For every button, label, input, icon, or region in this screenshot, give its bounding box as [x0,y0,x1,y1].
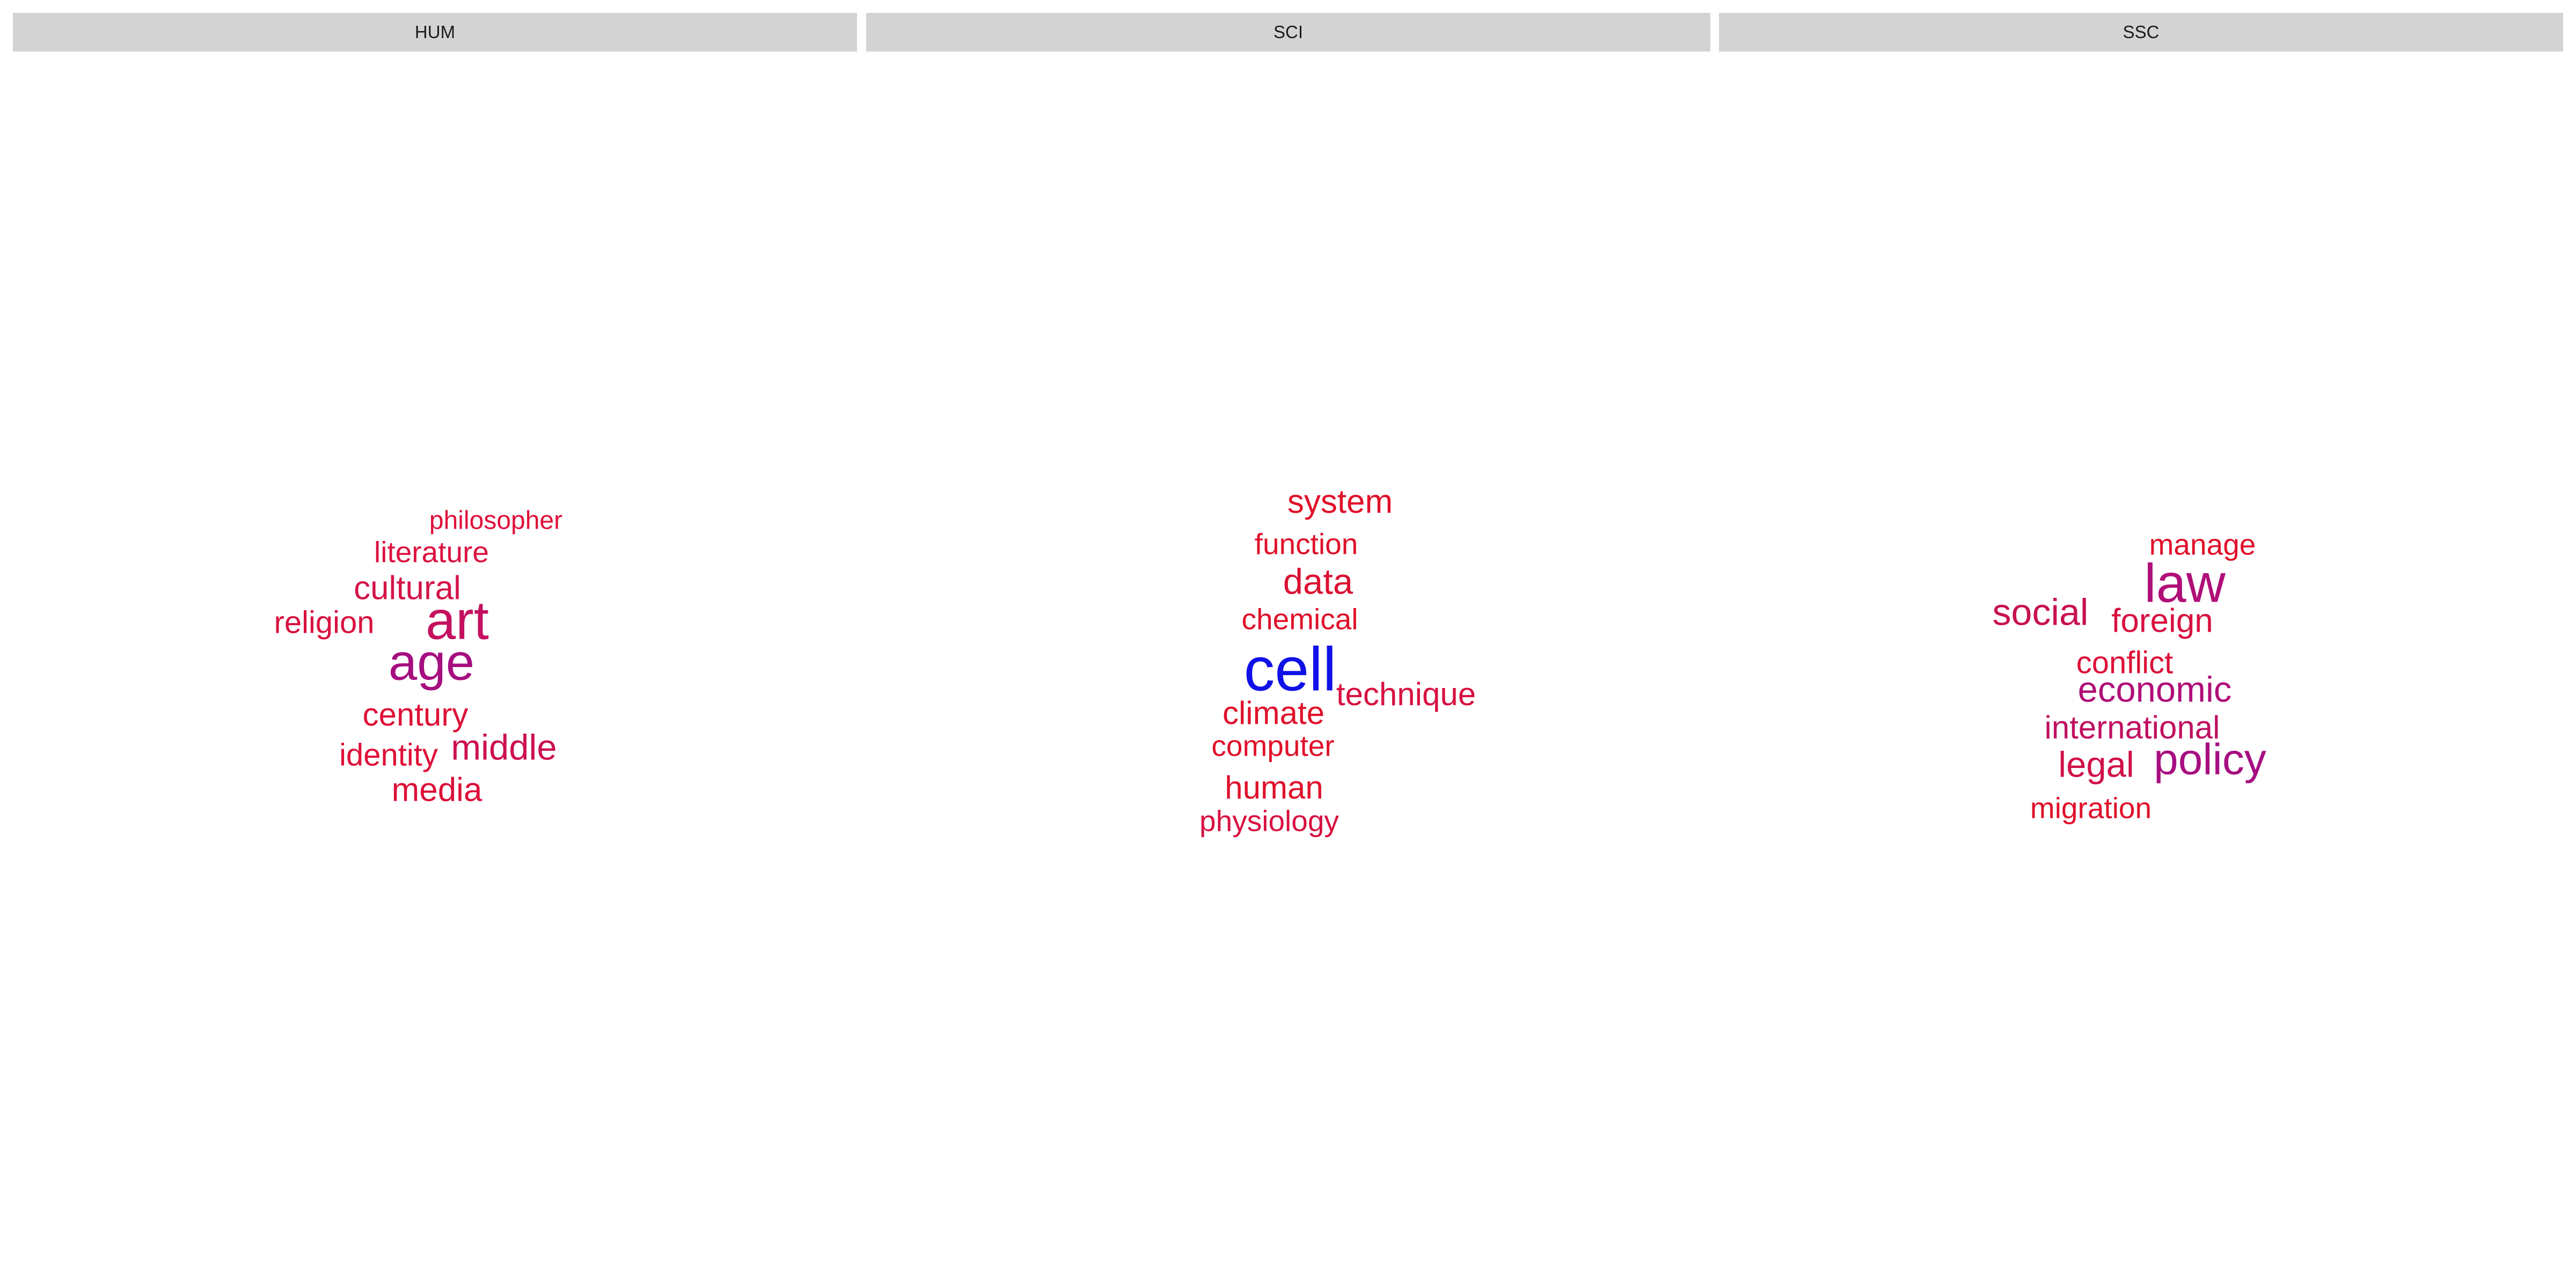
word-age: age [389,633,474,691]
word-climate: climate [1223,695,1324,731]
word-chemical: chemical [1241,603,1358,636]
word-function: function [1255,528,1358,561]
word-philosopher: philosopher [429,507,562,535]
word-economic: economic [2078,670,2232,710]
word-human: human [1225,770,1323,806]
word-cultural: cultural [354,569,461,606]
word-international: international [2045,709,2220,745]
word-legal: legal [2058,745,2134,785]
word-law: law [2144,554,2226,614]
word-century: century [363,697,469,733]
word-conflict: conflict [2076,645,2174,680]
panel-strip-sci: SCI [866,13,1710,52]
word-cell: cell [1244,635,1337,704]
word-physiology: physiology [1199,804,1339,838]
word-manage: manage [2149,528,2256,561]
word-foreign: foreign [2111,602,2213,639]
panel-strip-ssc: SSC [1719,13,2563,52]
word-policy: policy [2154,735,2266,784]
word-technique: technique [1336,676,1476,712]
word-art: art [426,591,489,651]
panel-strip-hum: HUM [13,13,857,52]
panel-hum: HUM philosopher literature cultural religio… [13,0,857,1288]
word-computer: computer [1211,729,1334,763]
word-media: media [392,771,482,808]
word-identity: identity [339,737,438,772]
word-literature: literature [374,536,489,569]
word-social: social [1993,591,2089,633]
word-system: system [1287,483,1393,520]
panel-sci: SCI system function data chemical cell techni… [866,0,1710,1288]
word-middle: middle [451,728,557,768]
word-religion: religion [274,605,375,640]
word-migration: migration [2030,792,2151,825]
word-data: data [1283,562,1353,602]
panel-ssc: SSC manage law social foreign conflict econom… [1719,0,2563,1288]
